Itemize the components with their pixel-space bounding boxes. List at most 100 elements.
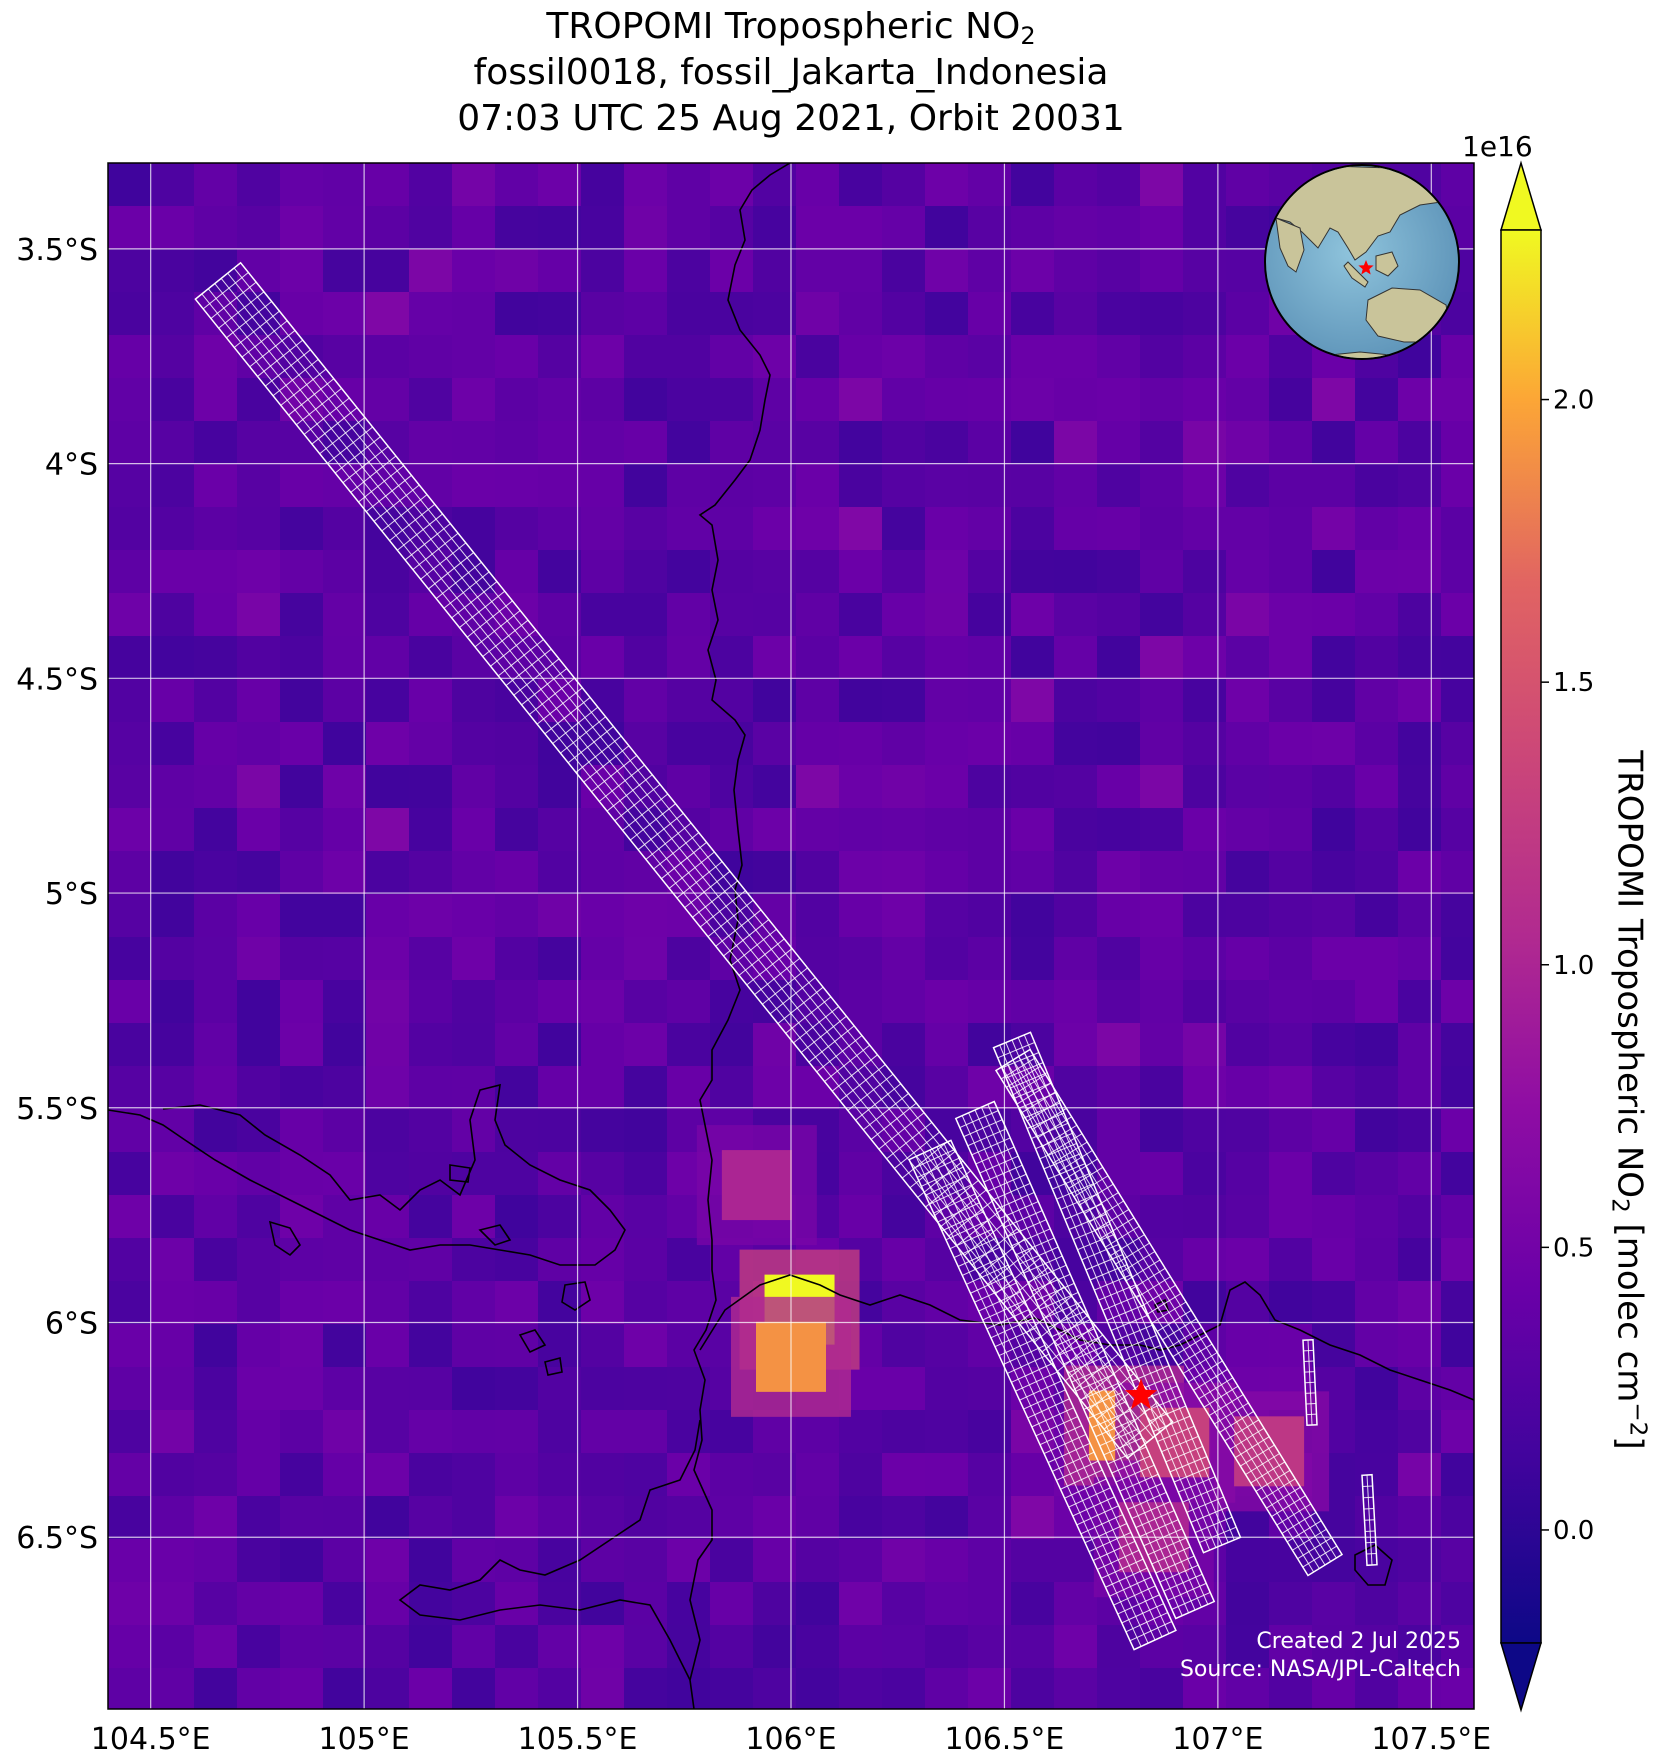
no2-pixel: [710, 1066, 754, 1110]
no2-pixel: [1054, 292, 1098, 336]
no2-pixel: [366, 1238, 410, 1282]
no2-pixel: [1355, 1066, 1399, 1110]
swath-cross-line: [544, 697, 591, 735]
no2-pixel: [366, 335, 410, 379]
no2-pixel: [1011, 206, 1055, 250]
no2-pixel: [1355, 1582, 1399, 1626]
colorbar-label: TROPOMI Tropospheric NO2 [molec cm−2]: [1606, 750, 1651, 1450]
no2-pixel: [409, 894, 453, 938]
no2-pixel: [495, 722, 539, 766]
no2-pixel: [882, 1539, 926, 1583]
no2-pixel: [1441, 507, 1474, 551]
no2-pixel: [710, 335, 754, 379]
no2-pixel: [1441, 894, 1474, 938]
no2-pixel: [1398, 1453, 1442, 1497]
map-title: TROPOMI Tropospheric NO2 fossil0018, fos…: [108, 4, 1474, 142]
no2-pixel: [366, 1324, 410, 1368]
swath-cross-line: [474, 610, 521, 648]
no2-pixel: [323, 808, 367, 852]
no2-pixel: [1269, 851, 1313, 895]
no2-pixel: [280, 1496, 324, 1540]
no2-pixel: [925, 1066, 969, 1110]
no2-pixel: [538, 1539, 582, 1583]
swath-along-line: [1005, 1042, 1217, 1548]
no2-pixel: [323, 1066, 367, 1110]
no2-pixel: [1054, 1668, 1098, 1709]
no2-pixel: [1054, 765, 1098, 809]
no2-pixel: [538, 550, 582, 594]
no2-pixel: [108, 292, 152, 336]
no2-pixel: [1226, 636, 1270, 680]
no2-pixel: [839, 335, 883, 379]
no2-pixel: [194, 1539, 238, 1583]
no2-pixel: [753, 163, 797, 207]
swath-cross-line: [723, 919, 770, 957]
colorbar-exponent: 1e16: [1462, 130, 1533, 163]
no2-pixel: [882, 550, 926, 594]
no2-pixel: [194, 1410, 238, 1454]
no2-pixel: [581, 894, 625, 938]
no2-pixel: [323, 1453, 367, 1497]
map-frame: [107, 162, 1475, 1710]
no2-pixel: [1011, 765, 1055, 809]
no2-pixel: [194, 163, 238, 207]
no2-pixel: [1054, 1539, 1098, 1583]
no2-pixel: [1011, 636, 1055, 680]
small-island-3: [518, 1329, 547, 1354]
no2-pixel: [452, 894, 496, 938]
title-line-2: fossil0018, fossil_Jakarta_Indonesia: [473, 52, 1109, 93]
swath-cross-line: [513, 658, 560, 696]
no2-pixel: [882, 292, 926, 336]
no2-pixel: [1355, 593, 1399, 637]
no2-pixel: [108, 980, 152, 1024]
no2-pixel: [538, 1496, 582, 1540]
no2-pixel: [1011, 937, 1055, 981]
no2-pixel: [1355, 722, 1399, 766]
no2-pixel: [151, 1152, 195, 1196]
no2-pixel: [452, 1453, 496, 1497]
swath-along-line: [227, 272, 1161, 1433]
no2-pixel: [1226, 163, 1270, 207]
no2-pixel: [495, 335, 539, 379]
swath-cross-line: [233, 310, 280, 348]
no2-pixel: [882, 1152, 926, 1196]
no2-pixel: [1226, 808, 1270, 852]
no2-pixel: [968, 292, 1012, 336]
no2-pixel: [409, 1410, 453, 1454]
colorbar-extend-min: [1499, 1642, 1543, 1713]
no2-pixel: [323, 335, 367, 379]
no2-pixel: [1140, 808, 1184, 852]
no2-pixel: [280, 851, 324, 895]
no2-pixel: [968, 335, 1012, 379]
no2-pixel: [1054, 937, 1098, 981]
no2-pixel: [108, 335, 152, 379]
colorbar-extend-max: [1499, 160, 1543, 231]
no2-pixel: [323, 1410, 367, 1454]
no2-pixel: [796, 894, 840, 938]
colorbar-ticks: 0.0 0.5 1.0 1.5 2.0: [1541, 386, 1594, 1546]
swath-along-line: [1307, 1339, 1313, 1426]
swath-cross-line: [692, 880, 738, 918]
no2-pixel: [624, 1238, 668, 1282]
no2-pixel: [366, 808, 410, 852]
no2-pixel: [194, 1582, 238, 1626]
no2-pixel: [624, 464, 668, 508]
swath-cross-line: [389, 503, 436, 542]
no2-pixel: [538, 249, 582, 293]
no2-pixel: [1011, 894, 1055, 938]
no2-pixel: [108, 894, 152, 938]
no2-pixel: [108, 765, 152, 809]
no2-pixel: [237, 378, 281, 422]
no2-pixel: [1441, 1152, 1474, 1196]
no2-pixel: [1398, 1066, 1442, 1110]
no2-pixel: [1312, 937, 1356, 981]
no2-pixel: [753, 507, 797, 551]
no2-pixel: [538, 206, 582, 250]
no2-pixel: [882, 1453, 926, 1497]
no2-pixel: [323, 1539, 367, 1583]
no2-pixel: [194, 593, 238, 637]
no2-pixel: [581, 1109, 625, 1153]
no2-pixel: [280, 1582, 324, 1626]
no2-pixel: [1226, 1539, 1270, 1583]
no2-pixel: [1355, 980, 1399, 1024]
